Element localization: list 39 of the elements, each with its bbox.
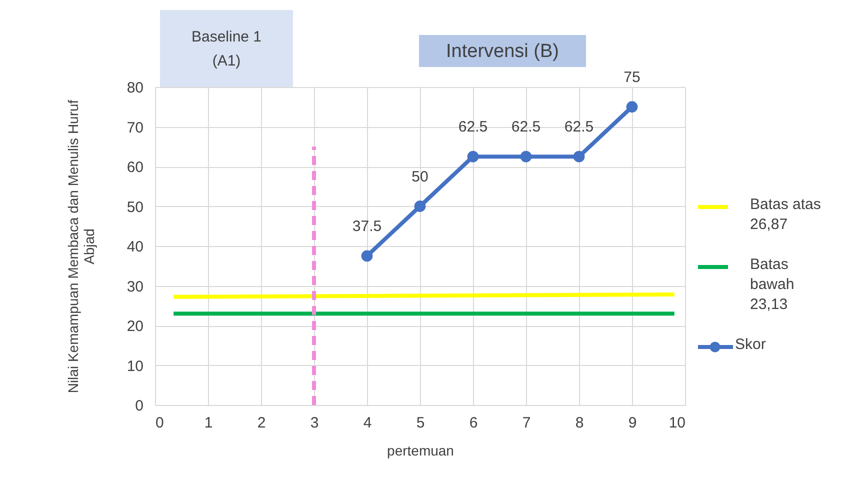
y-tick-label: 10 [126, 358, 144, 375]
y-tick-label: 20 [126, 318, 144, 335]
data-label: 62.5 [511, 118, 541, 136]
y-tick-label: 0 [135, 398, 144, 414]
point [467, 150, 479, 162]
data-label: 50 [412, 168, 428, 186]
x-tick-label: 7 [522, 414, 531, 432]
data-label: 62.5 [458, 118, 488, 136]
x-tick-label: 3 [310, 414, 319, 432]
x-tick-label: 10 [668, 414, 686, 432]
x-tick-label: 4 [363, 414, 372, 432]
point [520, 150, 532, 162]
x-tick-label: 6 [469, 414, 478, 432]
y-tick-label: 40 [126, 238, 144, 256]
legend-label: Batas atas 26,87 [750, 196, 821, 233]
x-tick-label: 9 [628, 414, 637, 432]
y-tick-label: 50 [126, 198, 144, 216]
x-tick-label: 8 [575, 414, 584, 432]
legend-label: Batas bawah 23,13 [750, 256, 794, 313]
x-tick-label: 2 [257, 414, 266, 432]
text: Intervensi (B) [446, 41, 559, 62]
y-tick-label: 80 [126, 80, 144, 96]
x-tick-label: 5 [416, 414, 425, 432]
data-label: 62.5 [564, 118, 594, 136]
y-tick-label: 30 [126, 278, 144, 296]
x-axis-title: pertemuan [387, 442, 454, 458]
point [573, 150, 585, 162]
x-tick-label: 1 [204, 414, 213, 432]
text: Baseline 1 (A1) [191, 28, 262, 70]
legend-label: Skor [735, 336, 766, 353]
data-label: 37.5 [352, 218, 382, 235]
point [361, 250, 373, 262]
y-tick-label: 70 [126, 119, 144, 136]
y-tick-label: 60 [126, 159, 144, 176]
data-label: 75 [624, 68, 640, 86]
x-tick-label: 0 [156, 414, 164, 432]
point [626, 101, 638, 113]
y-axis-title: Nilai Kemampuan Membaca dan Menulis Huruf Abjad [64, 100, 97, 394]
point [414, 200, 426, 212]
